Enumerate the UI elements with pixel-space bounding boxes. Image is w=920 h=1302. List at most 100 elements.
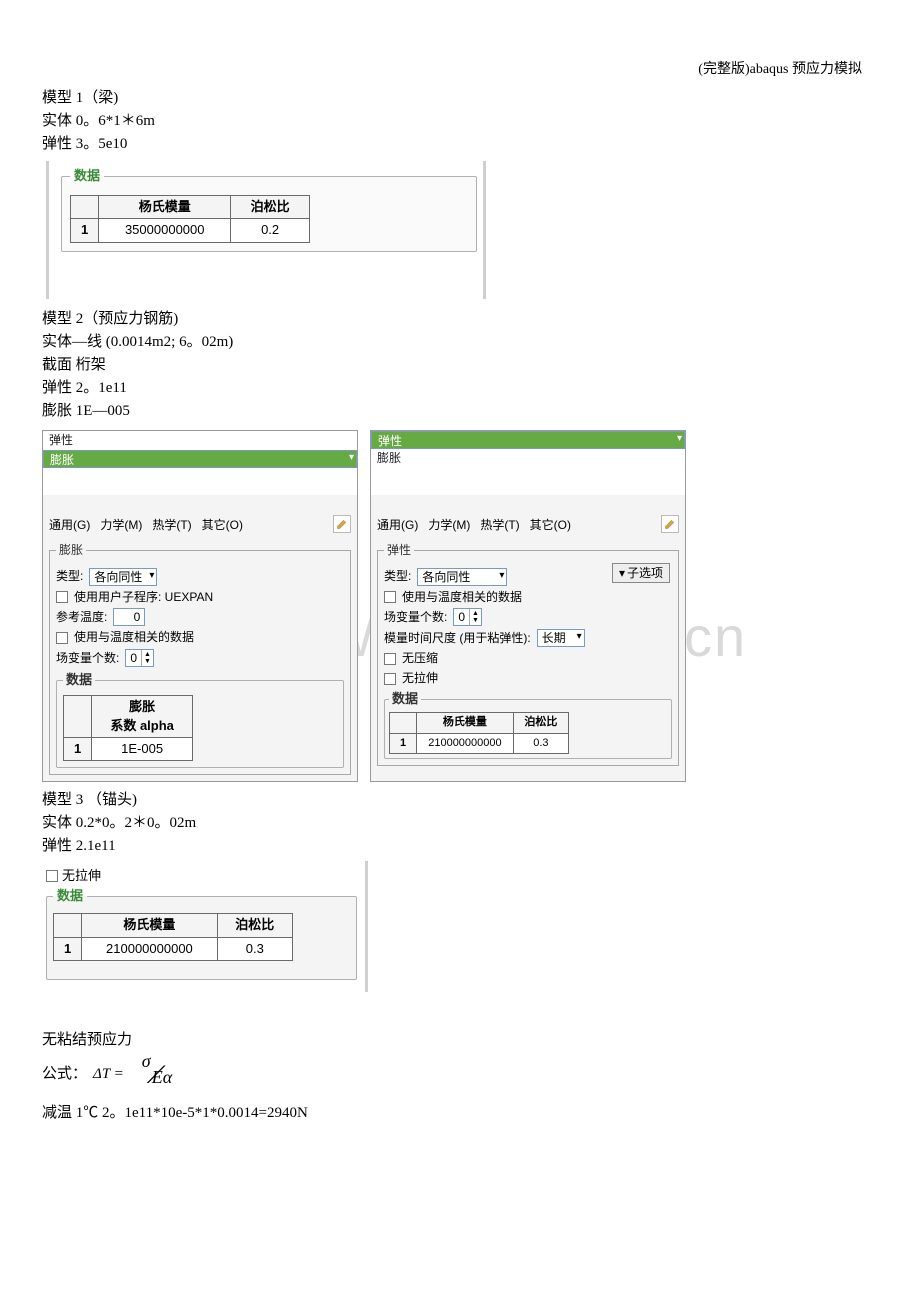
expansion-legend: 膨胀 <box>56 542 86 559</box>
tempdep-label: 使用与温度相关的数据 <box>74 629 194 646</box>
col-alpha: 膨胀系数 alpha <box>92 696 193 737</box>
edit-icon[interactable] <box>333 515 351 533</box>
model2-line1: 模型 2（预应力钢筋) <box>42 309 878 330</box>
expansion-table: 膨胀系数 alpha 1 1E-005 <box>63 695 193 761</box>
model2-line3: 截面 桁架 <box>42 355 878 376</box>
table-header-row: 杨氏模量 泊松比 <box>54 914 293 937</box>
reftemp-label: 参考温度: <box>56 609 107 626</box>
fieldvar-spinner[interactable]: 0▲▼ <box>125 649 154 667</box>
model2-line4: 弹性 2。1e11 <box>42 378 878 399</box>
table-header-row: 杨氏模量 泊松比 <box>71 196 310 219</box>
model1-line1: 模型 1（梁) <box>42 88 878 109</box>
model3-data-fieldset: 数据 杨氏模量 泊松比 1 210000000000 0.3 <box>46 887 357 980</box>
elastic-data-legend: 数据 <box>389 690 421 708</box>
model3-data-legend: 数据 <box>53 887 87 905</box>
uexpan-checkbox[interactable] <box>56 591 68 603</box>
model3-textblock: 模型 3 （锚头) 实体 0.2*0。2＊0。02m 弹性 2.1e11 <box>42 790 878 857</box>
model3-line2: 实体 0.2*0。2＊0。02m <box>42 813 878 834</box>
fraction: σ ⁄ Eα <box>130 1057 182 1093</box>
tempdep-checkbox-r[interactable] <box>384 591 396 603</box>
edit-icon-r[interactable] <box>661 515 679 533</box>
col-youngs-3: 杨氏模量 <box>82 914 217 937</box>
model3-table: 杨氏模量 泊松比 1 210000000000 0.3 <box>53 913 293 960</box>
list-item-expansion-r[interactable]: 膨胀 <box>371 449 685 468</box>
material-behaviors-list-r[interactable]: 弹性 膨胀 <box>371 431 685 495</box>
elastic-fieldset: 弹性 ▾ 子选项 类型: 各向同性 使用与温度相关的数据 场变量个数: 0▲▼ … <box>377 542 679 766</box>
modtime-select[interactable]: 长期 <box>537 629 585 647</box>
suboptions-button[interactable]: ▾ 子选项 <box>612 563 670 584</box>
cell-alpha: 1E-005 <box>92 737 193 760</box>
list-item-expansion[interactable]: 膨胀 <box>43 450 357 468</box>
panel-tabs: 通用(G) 力学(M) 热学(T) 其它(O) <box>43 513 357 538</box>
expansion-panel: 弹性 膨胀 通用(G) 力学(M) 热学(T) 其它(O) 膨胀 类型: 各向同… <box>42 430 358 782</box>
col-poisson-3: 泊松比 <box>217 914 292 937</box>
bottom-line1: 无粘结预应力 <box>42 1030 878 1051</box>
row-num: 1 <box>64 737 92 760</box>
fieldvar-spinner-r[interactable]: 0▲▼ <box>453 608 482 626</box>
list-item-elastic-r[interactable]: 弹性 <box>371 431 685 449</box>
tab-mechanical-r[interactable]: 力学(M) <box>428 517 470 534</box>
noten-label: 无拉伸 <box>402 670 438 687</box>
expansion-fieldset: 膨胀 类型: 各向同性 使用用户子程序: UEXPAN 参考温度: 使用与温度相… <box>49 542 351 775</box>
col-poisson: 泊松比 <box>231 196 310 219</box>
model1-data-legend: 数据 <box>70 167 104 185</box>
elastic-panel: 弹性 膨胀 通用(G) 力学(M) 热学(T) 其它(O) 弹性 ▾ 子选项 类… <box>370 430 686 782</box>
model3-screenshot: 无拉伸 数据 杨氏模量 泊松比 1 210000000000 0.3 <box>42 861 368 992</box>
elastic-data-fieldset: 数据 杨氏模量 泊松比 1 210000000000 0.3 <box>384 690 672 759</box>
noten-label-3: 无拉伸 <box>62 867 101 885</box>
material-behaviors-list[interactable]: 弹性 膨胀 <box>43 431 357 495</box>
uexpan-label: 使用用户子程序: UEXPAN <box>74 589 213 606</box>
bottom-line3: 减温 1℃ 2。1e11*10e-5*1*0.0014=2940N <box>42 1103 878 1124</box>
model1-section: 模型 1（梁) 实体 0。6*1＊6m 弹性 3。5e10 数据 杨氏模量 泊松… <box>42 88 878 299</box>
noten-checkbox[interactable] <box>384 673 396 685</box>
expansion-data-legend: 数据 <box>63 671 95 689</box>
col-youngs: 杨氏模量 <box>99 196 231 219</box>
tab-thermal[interactable]: 热学(T) <box>152 517 191 534</box>
table-header-row: 杨氏模量 泊松比 <box>390 713 569 733</box>
row-num: 1 <box>71 219 99 242</box>
model2-textblock: 模型 2（预应力钢筋) 实体—线 (0.0014m2; 6。02m) 截面 桁架… <box>42 309 878 422</box>
model1-table: 杨氏模量 泊松比 1 35000000000 0.2 <box>70 195 310 242</box>
header-note: (完整版)abaqus 预应力模拟 <box>698 60 862 80</box>
cell-poisson-3: 0.3 <box>217 937 292 960</box>
tab-other-r[interactable]: 其它(O) <box>530 517 571 534</box>
cell-poisson-r: 0.3 <box>513 733 568 753</box>
type-select-r[interactable]: 各向同性 <box>417 568 507 586</box>
tempdep-checkbox[interactable] <box>56 632 68 644</box>
reftemp-input[interactable] <box>113 608 145 626</box>
model2-line2: 实体—线 (0.0014m2; 6。02m) <box>42 332 878 353</box>
bottom-block: 无粘结预应力 公式： ΔT = σ ⁄ Eα 减温 1℃ 2。1e11*10e-… <box>42 1030 878 1124</box>
modtime-label: 模量时间尺度 (用于粘弹性): <box>384 630 531 647</box>
nocomp-checkbox[interactable] <box>384 653 396 665</box>
type-select[interactable]: 各向同性 <box>89 568 157 586</box>
type-label-r: 类型: <box>384 568 411 585</box>
tab-other[interactable]: 其它(O) <box>202 517 243 534</box>
tab-general-r[interactable]: 通用(G) <box>377 517 418 534</box>
list-item-elastic[interactable]: 弹性 <box>43 431 357 450</box>
model1-screenshot: 数据 杨氏模量 泊松比 1 35000000000 0.2 <box>46 161 486 299</box>
tab-mechanical[interactable]: 力学(M) <box>100 517 142 534</box>
col-poisson-r: 泊松比 <box>513 713 568 733</box>
table-row: 1 210000000000 0.3 <box>54 937 293 960</box>
model3-line1: 模型 3 （锚头) <box>42 790 878 811</box>
cell-youngs-r: 210000000000 <box>417 733 514 753</box>
expansion-data-fieldset: 数据 膨胀系数 alpha 1 1E-005 <box>56 671 344 768</box>
cell-youngs-3: 210000000000 <box>82 937 217 960</box>
tab-thermal-r[interactable]: 热学(T) <box>480 517 519 534</box>
table-row: 1 210000000000 0.3 <box>390 733 569 753</box>
model2-line5: 膨胀 1E—005 <box>42 401 878 422</box>
row-num-r: 1 <box>390 733 417 753</box>
cell-poisson: 0.2 <box>231 219 310 242</box>
cell-youngs: 35000000000 <box>99 219 231 242</box>
noten-checkbox-3[interactable] <box>46 870 58 882</box>
col-youngs-r: 杨氏模量 <box>417 713 514 733</box>
elastic-table: 杨氏模量 泊松比 1 210000000000 0.3 <box>389 712 569 754</box>
nocomp-label: 无压缩 <box>402 650 438 667</box>
fieldvar-label: 场变量个数: <box>56 650 119 667</box>
table-row: 1 35000000000 0.2 <box>71 219 310 242</box>
model1-data-fieldset: 数据 杨氏模量 泊松比 1 35000000000 0.2 <box>61 167 477 252</box>
formula: 公式： ΔT = σ ⁄ Eα <box>42 1057 878 1093</box>
panels-row: 弹性 膨胀 通用(G) 力学(M) 热学(T) 其它(O) 膨胀 类型: 各向同… <box>42 430 878 782</box>
formula-label: 公式： <box>42 1064 87 1085</box>
tab-general[interactable]: 通用(G) <box>49 517 90 534</box>
